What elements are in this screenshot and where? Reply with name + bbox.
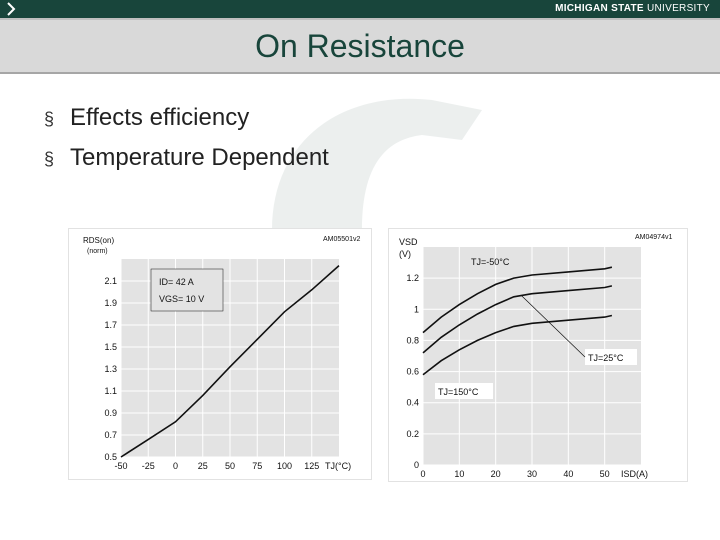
x-tick-label: 10 bbox=[454, 469, 464, 479]
series-line bbox=[422, 285, 613, 354]
annotation-drain-current: ID= 42 A bbox=[159, 277, 194, 287]
y-axis-label: VSD bbox=[399, 237, 418, 247]
spartan-helmet-watermark-icon bbox=[272, 98, 482, 230]
series-line bbox=[422, 314, 613, 376]
brand-light: UNIVERSITY bbox=[643, 3, 710, 14]
x-tick-label: 50 bbox=[600, 469, 610, 479]
annotation-box bbox=[150, 268, 224, 312]
slide-title: On Resistance bbox=[255, 28, 465, 64]
bullet-text: Temperature Dependent bbox=[70, 144, 329, 171]
rds-on-vs-temperature-chart: RDS(on) (norm) AM05501v2 0.5 0.7 0.9 1.1 1.3… bbox=[68, 228, 372, 480]
x-tick-label: 50 bbox=[225, 461, 235, 471]
y-tick-label: 0.8 bbox=[406, 335, 419, 345]
y-tick-label: 1.3 bbox=[104, 364, 117, 374]
y-tick-label: 0.2 bbox=[406, 429, 419, 439]
y-tick-label: 1.1 bbox=[104, 386, 117, 396]
bullet-list: § Effects efficiency § Temperature Depende… bbox=[44, 104, 329, 184]
series-label-minus50: TJ=-50°C bbox=[471, 257, 510, 267]
series-label-bg bbox=[585, 349, 637, 365]
series-label-25: TJ=25°C bbox=[588, 353, 624, 363]
y-tick-label: 0.4 bbox=[406, 398, 419, 408]
y-tick-label: 2.1 bbox=[104, 276, 117, 286]
university-wordmark: MICHIGAN STATE UNIVERSITY bbox=[555, 3, 710, 14]
y-axis-label: RDS(on) bbox=[83, 236, 114, 245]
brand-bold: MICHIGAN STATE bbox=[555, 3, 644, 14]
x-tick-label: -25 bbox=[142, 461, 155, 471]
y-tick-label: 1 bbox=[414, 304, 419, 314]
bullet-item: § Temperature Dependent bbox=[44, 144, 329, 184]
vsd-vs-isd-chart: VSD (V) AM04974v1 0 0.2 0.4 0.6 0.8 1 1.2 0 10 20… bbox=[388, 228, 688, 482]
bullet-marker: § bbox=[44, 109, 55, 129]
y-axis-unit: (V) bbox=[399, 249, 411, 259]
bullet-text: Effects efficiency bbox=[70, 104, 250, 131]
y-tick-label: 0.6 bbox=[406, 367, 419, 377]
x-tick-label: 20 bbox=[491, 469, 501, 479]
x-tick-label: 125 bbox=[304, 461, 319, 471]
y-tick-label: 0.9 bbox=[104, 408, 117, 418]
x-tick-label: 0 bbox=[420, 469, 425, 479]
series-label-150: TJ=150°C bbox=[438, 387, 479, 397]
x-tick-label: 30 bbox=[527, 469, 537, 479]
x-tick-label: 25 bbox=[198, 461, 208, 471]
y-tick-label: 0.7 bbox=[104, 430, 117, 440]
leader-line bbox=[520, 295, 586, 358]
y-tick-label: 0 bbox=[414, 460, 419, 470]
x-axis-label: ISD(A) bbox=[621, 469, 648, 479]
x-tick-label: -50 bbox=[114, 461, 127, 471]
series-label-bg bbox=[435, 383, 493, 399]
series-line bbox=[422, 266, 613, 334]
x-tick-label: 75 bbox=[252, 461, 262, 471]
bullet-marker: § bbox=[44, 149, 55, 169]
y-tick-label: 1.9 bbox=[104, 298, 117, 308]
y-tick-label: 1.5 bbox=[104, 342, 117, 352]
x-tick-label: 100 bbox=[277, 461, 292, 471]
vsd-chart-svg: VSD (V) AM04974v1 0 0.2 0.4 0.6 0.8 1 1.2 0 10 20… bbox=[399, 234, 672, 479]
x-tick-label: 0 bbox=[173, 461, 178, 471]
x-tick-label: 40 bbox=[563, 469, 573, 479]
chart-code: AM05501v2 bbox=[323, 236, 360, 243]
bullet-item: § Effects efficiency bbox=[44, 104, 329, 144]
x-axis-label: TJ(°C) bbox=[325, 461, 351, 471]
y-axis-unit: (norm) bbox=[87, 248, 108, 255]
chart-code: AM04974v1 bbox=[635, 234, 672, 241]
y-tick-label: 1.7 bbox=[104, 320, 117, 330]
y-tick-label: 0.5 bbox=[104, 452, 117, 462]
title-band: On Resistance bbox=[0, 18, 720, 74]
y-tick-label: 1.2 bbox=[406, 273, 419, 283]
series-line bbox=[120, 265, 340, 458]
rds-on-chart-svg: RDS(on) (norm) AM05501v2 0.5 0.7 0.9 1.1 1.3… bbox=[83, 236, 360, 471]
chevron-right-icon[interactable] bbox=[3, 1, 19, 17]
top-bar: MICHIGAN STATE UNIVERSITY bbox=[0, 0, 720, 18]
annotation-gate-voltage: VGS= 10 V bbox=[159, 294, 204, 304]
